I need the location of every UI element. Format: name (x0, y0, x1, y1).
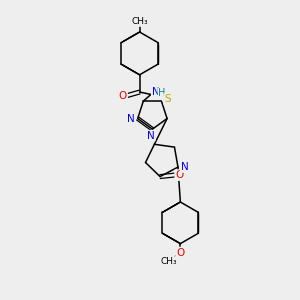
Text: CH₃: CH₃ (161, 257, 177, 266)
Text: CH₃: CH₃ (131, 17, 148, 26)
Text: N: N (152, 87, 160, 97)
Text: H: H (158, 88, 166, 98)
Text: O: O (176, 248, 184, 257)
Text: N: N (147, 131, 155, 141)
Text: N: N (127, 113, 135, 124)
Text: O: O (175, 170, 184, 180)
Text: S: S (164, 94, 171, 104)
Text: N: N (181, 162, 188, 172)
Text: O: O (119, 91, 127, 100)
